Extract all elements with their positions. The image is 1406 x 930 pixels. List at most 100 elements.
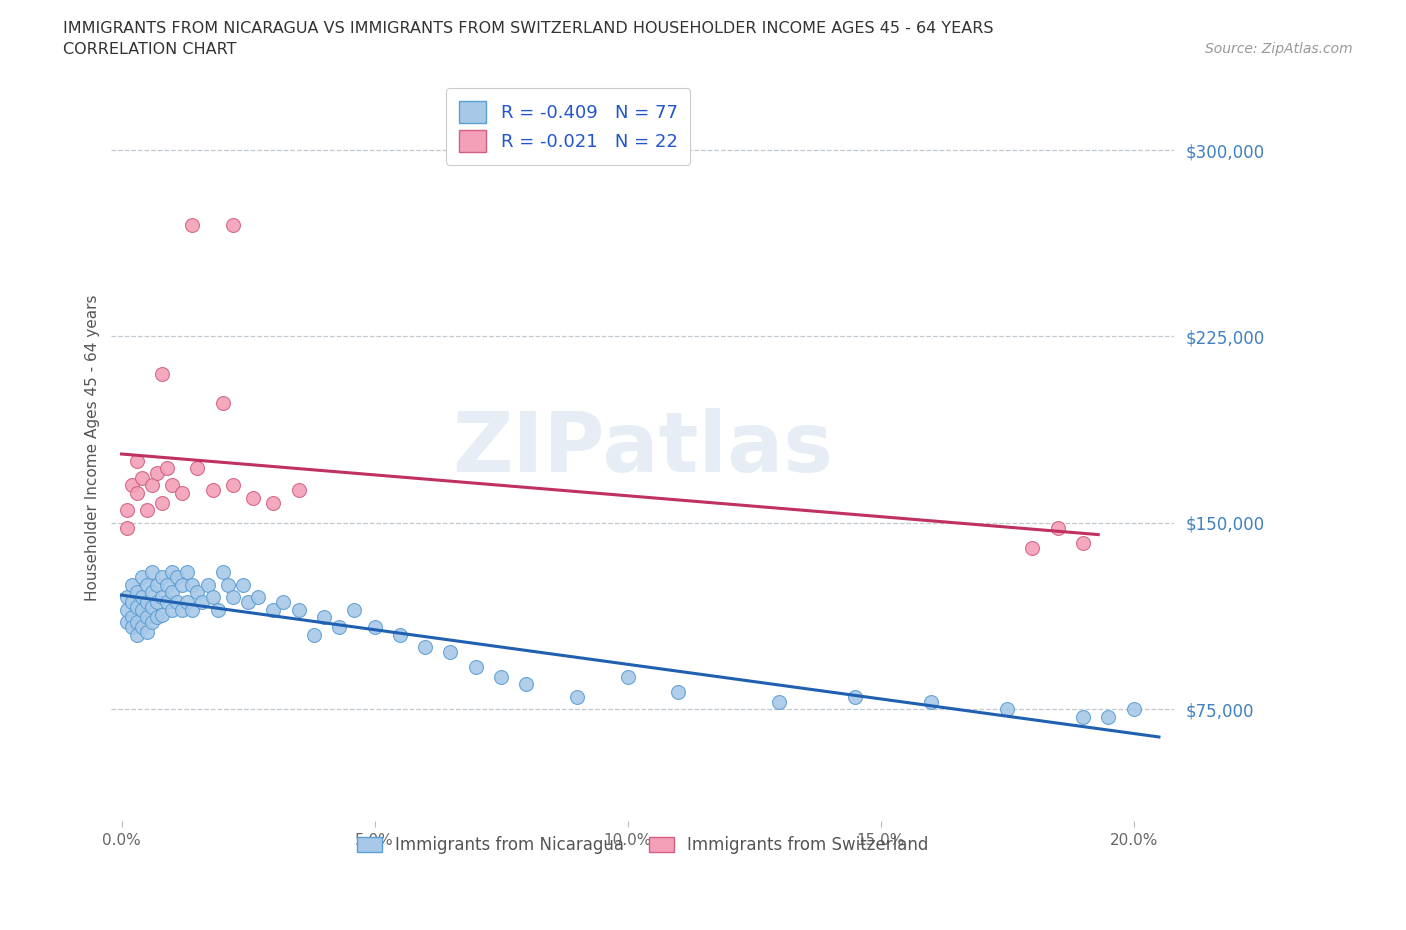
Point bbox=[115, 603, 138, 618]
Point bbox=[222, 478, 245, 493]
Point bbox=[160, 478, 183, 493]
Point bbox=[464, 659, 486, 674]
Point bbox=[115, 615, 138, 630]
Point bbox=[150, 607, 173, 622]
Point bbox=[515, 677, 537, 692]
Point bbox=[131, 590, 153, 604]
Point bbox=[141, 600, 163, 615]
Point bbox=[217, 578, 239, 592]
Point bbox=[287, 483, 309, 498]
Point bbox=[666, 684, 689, 699]
Point bbox=[172, 603, 194, 618]
Point bbox=[1046, 520, 1069, 535]
Point bbox=[131, 570, 153, 585]
Point bbox=[995, 702, 1018, 717]
Point bbox=[160, 603, 183, 618]
Point bbox=[166, 595, 188, 610]
Point bbox=[115, 520, 138, 535]
Point bbox=[232, 578, 254, 592]
Point bbox=[262, 496, 284, 511]
Point bbox=[135, 578, 157, 592]
Point bbox=[197, 578, 219, 592]
Point bbox=[222, 217, 245, 232]
Point bbox=[242, 490, 264, 505]
Point bbox=[222, 590, 245, 604]
Point bbox=[191, 595, 214, 610]
Point bbox=[125, 615, 148, 630]
Legend: Immigrants from Nicaragua, Immigrants from Switzerland: Immigrants from Nicaragua, Immigrants fr… bbox=[350, 830, 935, 861]
Point bbox=[1071, 710, 1094, 724]
Point bbox=[181, 578, 204, 592]
Point bbox=[156, 460, 179, 475]
Point bbox=[121, 610, 143, 625]
Point bbox=[489, 670, 512, 684]
Point bbox=[565, 689, 588, 704]
Point bbox=[439, 644, 461, 659]
Point bbox=[363, 619, 385, 634]
Point bbox=[150, 590, 173, 604]
Point bbox=[388, 627, 411, 642]
Point bbox=[135, 610, 157, 625]
Point bbox=[115, 590, 138, 604]
Point bbox=[201, 483, 224, 498]
Point bbox=[150, 496, 173, 511]
Point bbox=[181, 603, 204, 618]
Point bbox=[135, 503, 157, 518]
Point bbox=[247, 590, 270, 604]
Point bbox=[125, 485, 148, 500]
Point bbox=[176, 565, 198, 580]
Point bbox=[160, 585, 183, 600]
Point bbox=[166, 570, 188, 585]
Point bbox=[141, 478, 163, 493]
Point bbox=[150, 570, 173, 585]
Point bbox=[186, 460, 208, 475]
Point bbox=[135, 595, 157, 610]
Point bbox=[616, 670, 638, 684]
Point bbox=[1097, 710, 1119, 724]
Text: CORRELATION CHART: CORRELATION CHART bbox=[63, 42, 236, 57]
Point bbox=[141, 585, 163, 600]
Point bbox=[125, 453, 148, 468]
Point bbox=[287, 603, 309, 618]
Y-axis label: Householder Income Ages 45 - 64 years: Householder Income Ages 45 - 64 years bbox=[86, 295, 100, 602]
Text: Source: ZipAtlas.com: Source: ZipAtlas.com bbox=[1205, 42, 1353, 56]
Point bbox=[131, 603, 153, 618]
Point bbox=[262, 603, 284, 618]
Point bbox=[1122, 702, 1144, 717]
Point bbox=[121, 619, 143, 634]
Point bbox=[920, 695, 942, 710]
Point bbox=[131, 619, 153, 634]
Point bbox=[156, 578, 179, 592]
Point bbox=[413, 640, 436, 655]
Point bbox=[312, 610, 335, 625]
Point bbox=[156, 595, 179, 610]
Point bbox=[176, 595, 198, 610]
Point bbox=[121, 595, 143, 610]
Point bbox=[121, 578, 143, 592]
Point bbox=[115, 503, 138, 518]
Point bbox=[125, 600, 148, 615]
Point bbox=[207, 603, 229, 618]
Point bbox=[302, 627, 325, 642]
Point bbox=[146, 595, 169, 610]
Point bbox=[125, 585, 148, 600]
Point bbox=[844, 689, 866, 704]
Point bbox=[135, 625, 157, 640]
Point bbox=[1071, 535, 1094, 550]
Point bbox=[343, 603, 366, 618]
Point bbox=[160, 565, 183, 580]
Point bbox=[328, 619, 350, 634]
Point bbox=[131, 471, 153, 485]
Point bbox=[186, 585, 208, 600]
Point bbox=[211, 396, 233, 411]
Point bbox=[201, 590, 224, 604]
Point bbox=[172, 578, 194, 592]
Point bbox=[150, 366, 173, 381]
Point bbox=[181, 217, 204, 232]
Point bbox=[146, 610, 169, 625]
Point bbox=[141, 615, 163, 630]
Point bbox=[768, 695, 790, 710]
Point bbox=[146, 466, 169, 481]
Point bbox=[1021, 540, 1043, 555]
Point bbox=[125, 627, 148, 642]
